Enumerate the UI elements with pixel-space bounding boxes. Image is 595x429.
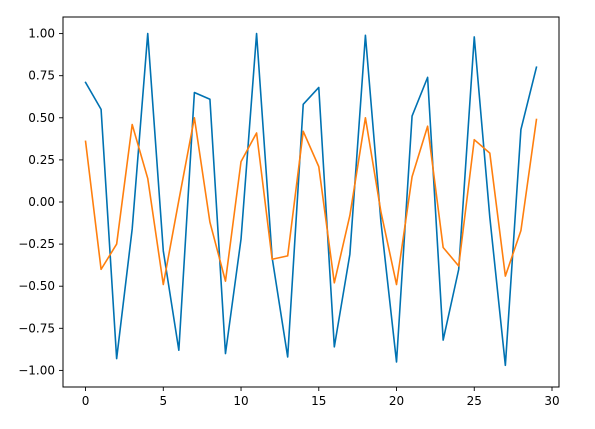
- x-axis: 0 5 10 15 20 25 30: [82, 387, 560, 408]
- plot-lines: [84, 32, 538, 367]
- y-axis: −1.00 −0.75 −0.50 −0.25 0.00 0.25 0.50 0.75 1.00: [18, 27, 63, 377]
- y-tick-label: 0.75: [28, 69, 55, 83]
- y-tick-label: −0.75: [18, 321, 55, 335]
- y-tick-label: 0.25: [28, 153, 55, 167]
- series-line-2: [84, 116, 538, 286]
- y-tick-label: −1.00: [18, 363, 55, 377]
- x-tick-label: 30: [544, 394, 559, 408]
- y-tick-label: 0.50: [28, 111, 55, 125]
- x-tick-label: 10: [233, 394, 248, 408]
- x-tick-label: 5: [159, 394, 167, 408]
- y-tick-label: 1.00: [28, 27, 55, 41]
- y-tick-label: 0.00: [28, 195, 55, 209]
- x-tick-label: 0: [82, 394, 90, 408]
- x-tick-label: 20: [389, 394, 404, 408]
- x-tick-label: 15: [311, 394, 326, 408]
- y-tick-label: −0.50: [18, 279, 55, 293]
- x-tick-label: 25: [467, 394, 482, 408]
- y-tick-label: −0.25: [18, 237, 55, 251]
- series-line-1: [84, 32, 538, 367]
